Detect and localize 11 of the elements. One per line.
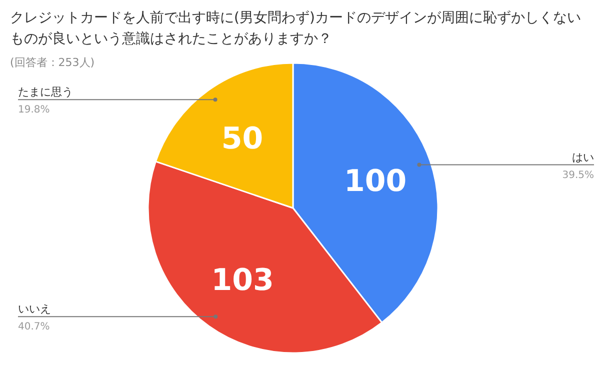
text: 103 — [211, 262, 274, 298]
slice-label: たまに思う — [18, 86, 73, 99]
slice-label: いいえ — [18, 302, 51, 316]
chart-subtitle: (回答者：253人) — [10, 56, 95, 69]
text: 50 — [221, 121, 264, 156]
text: 100 — [344, 164, 407, 199]
data-label: 19.8% — [18, 104, 50, 116]
chart-title: クレジットカードを人前で出す時に(男女問わず)カードのデザインが周囲に恥ずかしくないものが良いという意識はされたことがありますか？ — [10, 10, 581, 47]
data-label: 39.5% — [562, 170, 594, 181]
data-label: 40.7% — [18, 322, 50, 333]
slice-label: はい — [572, 150, 594, 164]
